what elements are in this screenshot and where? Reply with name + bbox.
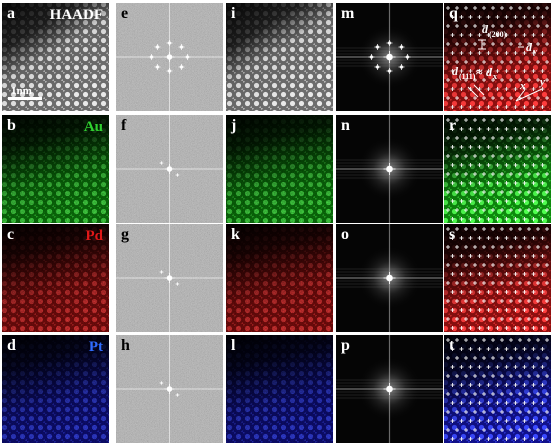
panel-g: g <box>116 224 223 332</box>
panel-label-a: a <box>7 5 15 22</box>
panel-n: n <box>336 115 443 223</box>
panel-label-p: p <box>341 337 350 354</box>
q-annotations: d (200)d yd (111) ≈ d x yx <box>452 22 545 102</box>
svg-text:(200): (200) <box>489 30 507 39</box>
panel-e: e <box>116 3 223 111</box>
panel-l: l <box>226 335 333 443</box>
panel-label-d: d <box>7 337 16 354</box>
svg-text:≈: ≈ <box>476 65 483 79</box>
panel-c: c Pd <box>2 224 109 332</box>
panel-h: h <box>116 335 223 443</box>
panel-label-t: t <box>449 337 455 354</box>
panel-label-s: s <box>449 226 455 243</box>
svg-text:x: x <box>519 80 526 92</box>
panel-label-m: m <box>341 5 355 22</box>
panel-label-q: q <box>449 5 458 22</box>
panel-j: j <box>226 115 333 223</box>
panel-a: a HAADF 1nm <box>2 3 109 111</box>
panel-label-f: f <box>121 117 127 134</box>
panel-label-h: h <box>121 337 130 354</box>
panel-p: p <box>336 335 443 443</box>
panel-label-b: b <box>7 117 16 134</box>
svg-text:y: y <box>538 76 545 88</box>
panel-b: b Au <box>2 115 109 223</box>
panel-label-j: j <box>230 117 236 134</box>
panel-m: m <box>336 3 443 111</box>
panel-f: f <box>116 115 223 223</box>
svg-text:y: y <box>533 47 537 56</box>
panel-i: i <box>226 3 333 111</box>
element-tag-b: Au <box>84 119 103 135</box>
svg-text:d: d <box>452 64 459 78</box>
panel-label-e: e <box>121 5 128 22</box>
panel-label-c: c <box>7 226 14 243</box>
panel-t: t <box>444 335 551 443</box>
svg-text:d: d <box>486 65 493 79</box>
panel-label-n: n <box>341 117 350 134</box>
element-tag-d: Pt <box>89 339 103 355</box>
panel-s: s <box>444 224 551 332</box>
panel-label-g: g <box>121 226 129 243</box>
panel-label-i: i <box>231 5 236 22</box>
panel-k: k <box>226 224 333 332</box>
panel-label-l: l <box>231 337 236 354</box>
svg-text:d: d <box>482 22 489 36</box>
panel-label-o: o <box>341 226 349 243</box>
element-tag-c: Pd <box>85 228 103 244</box>
svg-text:x: x <box>493 72 497 81</box>
panel-r: r <box>444 115 551 223</box>
scalebar-label: 1nm <box>11 85 32 97</box>
panel-label-r: r <box>449 117 456 134</box>
panel-o: o <box>336 224 443 332</box>
panel-q: qd (200)d yd (111) ≈ d x yx <box>444 3 551 111</box>
svg-text:(111): (111) <box>459 72 476 81</box>
panel-label-k: k <box>231 226 240 243</box>
scalebar <box>8 97 42 100</box>
element-tag-a: HAADF <box>50 7 103 23</box>
svg-text:d: d <box>526 40 533 54</box>
panel-d: d Pt <box>2 335 109 443</box>
